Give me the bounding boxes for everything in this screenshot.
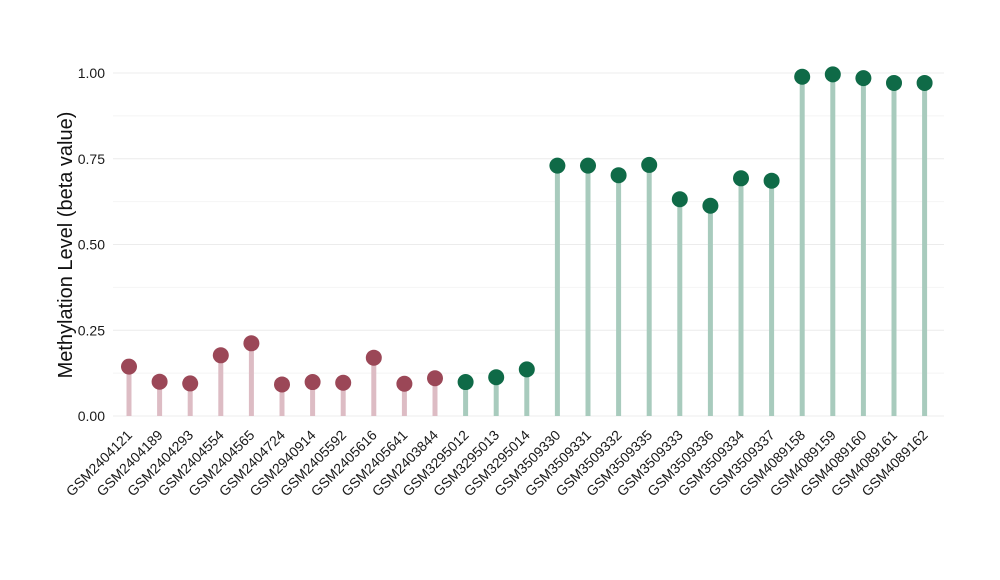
lollipop-point — [855, 70, 872, 87]
y-tick-label: 0.50 — [78, 237, 105, 253]
lollipop-point — [794, 68, 811, 85]
y-tick-label: 1.00 — [78, 65, 105, 81]
y-tick-label: 0.00 — [78, 408, 105, 424]
y-tick-label: 0.25 — [78, 322, 105, 338]
lollipop-point — [151, 373, 168, 390]
lollipop-point — [243, 335, 260, 352]
lollipop-point — [274, 376, 290, 393]
lollipop-point — [916, 74, 933, 91]
lollipop-point — [488, 369, 505, 386]
lollipop-point — [427, 370, 443, 387]
lollipop-point — [641, 156, 658, 173]
lollipop-point — [457, 374, 474, 391]
lollipop-point — [121, 358, 137, 375]
lollipop-point — [763, 172, 780, 189]
lollipop-point — [212, 347, 229, 364]
y-axis-ticks: 0.00 0.25 0.50 0.75 1.00 — [78, 65, 105, 424]
lollipop-point — [671, 191, 688, 208]
lollipop-point — [702, 197, 719, 214]
lollipop-point — [733, 170, 749, 187]
y-axis-title: Methylation Level (beta value) — [55, 112, 77, 379]
lollipop-point — [182, 375, 199, 392]
x-axis-ticks: GSM2404121GSM2404189GSM2404293GSM2404554… — [63, 427, 931, 500]
lollipop-point — [518, 361, 535, 378]
lollipop-point — [365, 349, 382, 366]
lollipop-point — [396, 375, 413, 392]
lollipop-point — [549, 157, 566, 174]
lollipop-point — [886, 74, 902, 91]
lollipop-point — [335, 374, 352, 391]
lollipop-point — [304, 374, 321, 391]
lollipop-point — [580, 157, 596, 174]
lollipop-points — [121, 66, 933, 393]
lollipop-point — [610, 167, 627, 184]
y-tick-label: 0.75 — [78, 151, 105, 167]
lollipop-point — [824, 66, 841, 83]
